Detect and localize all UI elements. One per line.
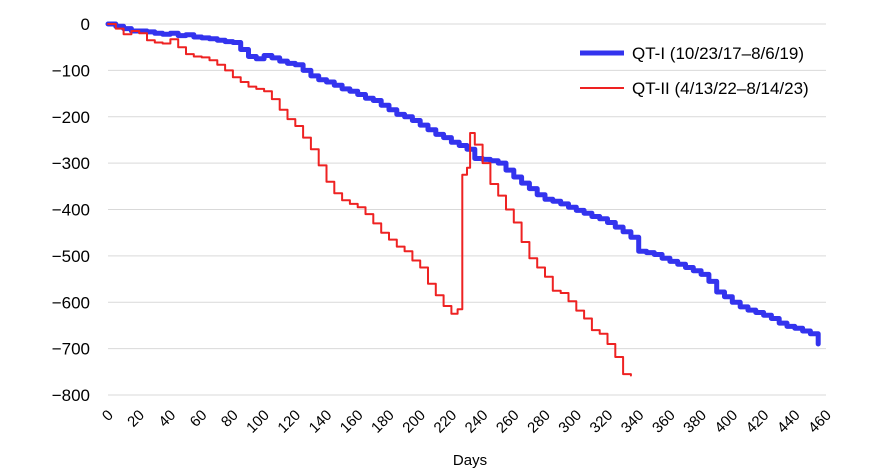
y-tick-label: −700 xyxy=(52,340,90,359)
x-tick-label: 280 xyxy=(524,407,554,437)
y-axis-tick-labels: 0 −100 −200 −300 −400 −500 −600 −700 −800 xyxy=(52,15,90,405)
y-tick-label: −400 xyxy=(52,201,90,220)
x-tick-label: 160 xyxy=(337,407,367,437)
x-tick-label: 100 xyxy=(243,407,273,437)
x-tick-label: 20 xyxy=(124,407,148,431)
x-tick-label: 180 xyxy=(368,407,398,437)
legend-label-1: QT-I (10/23/17–8/6/19) xyxy=(632,44,804,63)
x-axis-label: Days xyxy=(453,452,487,469)
x-tick-label: 80 xyxy=(218,407,242,431)
legend-label-2: QT-II (4/13/22–8/14/23) xyxy=(632,79,809,98)
y-tick-label: −300 xyxy=(52,154,90,173)
x-tick-label: 340 xyxy=(618,407,648,437)
x-tick-label: 220 xyxy=(430,407,460,437)
y-tick-label: −800 xyxy=(52,386,90,405)
y-tick-label: 0 xyxy=(81,15,90,34)
x-tick-label: 140 xyxy=(306,407,336,437)
series-line-2 xyxy=(107,23,632,377)
x-tick-label: 260 xyxy=(493,407,523,437)
y-tick-label: −600 xyxy=(52,293,90,312)
x-tick-label: 60 xyxy=(187,407,211,431)
x-tick-label: 420 xyxy=(743,407,773,437)
x-tick-label: 240 xyxy=(462,407,492,437)
x-tick-label: 120 xyxy=(274,407,304,437)
x-tick-label: 40 xyxy=(155,407,179,431)
x-tick-label: 360 xyxy=(649,407,679,437)
x-tick-label: 200 xyxy=(399,407,429,437)
series-lines xyxy=(105,21,821,377)
x-axis-tick-labels: 0 20 40 60 80 100 120 140 160 180 200 220 240 260 280 3… xyxy=(99,407,835,437)
y-tick-label: −500 xyxy=(52,247,90,266)
x-tick-label: 320 xyxy=(587,407,617,437)
x-tick-label: 440 xyxy=(774,407,804,437)
x-tick-label: 300 xyxy=(555,407,585,437)
series-line-1 xyxy=(105,21,821,347)
y-tick-label: −200 xyxy=(52,108,90,127)
x-tick-label: 380 xyxy=(680,407,710,437)
y-tick-label: −100 xyxy=(52,61,90,80)
x-tick-label: 460 xyxy=(805,407,835,437)
x-tick-label: 400 xyxy=(711,407,741,437)
x-tick-label: 0 xyxy=(99,407,117,425)
legend: QT-I (10/23/17–8/6/19) QT-II (4/13/22–8/1… xyxy=(580,44,809,98)
